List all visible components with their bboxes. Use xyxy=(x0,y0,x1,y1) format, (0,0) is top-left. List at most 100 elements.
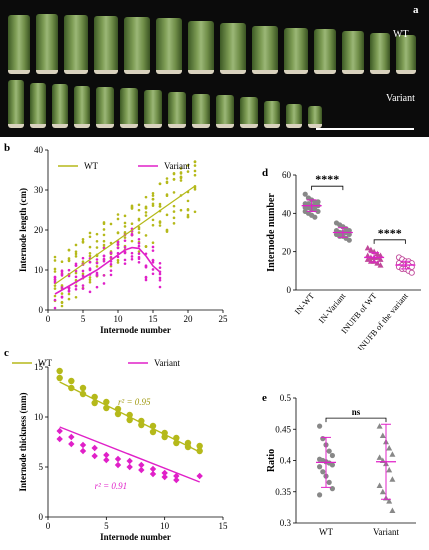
significance-label: **** xyxy=(315,172,339,186)
wt-point xyxy=(116,261,120,264)
significance-bracket xyxy=(311,185,344,191)
wt-point xyxy=(172,178,176,181)
wt-point xyxy=(88,245,92,249)
wt-point xyxy=(130,239,134,243)
wt-point xyxy=(151,223,155,227)
wt-point xyxy=(193,210,197,214)
variant-point xyxy=(137,237,141,241)
panel-label-d: d xyxy=(262,167,269,179)
data-point xyxy=(386,498,393,504)
wt-point xyxy=(158,224,162,227)
wt-point xyxy=(60,292,64,295)
variant-point xyxy=(116,246,120,250)
wt-point xyxy=(116,217,120,221)
data-point xyxy=(315,208,321,215)
legend-label: Variant xyxy=(154,358,180,368)
variant-point xyxy=(130,255,134,258)
wt-point xyxy=(137,250,141,253)
variant-point xyxy=(67,286,71,290)
variant-point xyxy=(95,271,99,275)
wt-fit-line xyxy=(54,185,196,285)
y-tick-label: 40 xyxy=(34,145,44,155)
wt-point xyxy=(102,228,106,231)
variant-point xyxy=(88,260,92,264)
category-label: Variant xyxy=(373,527,399,537)
wt-point xyxy=(165,181,169,185)
internode-segment xyxy=(156,18,182,74)
data-point xyxy=(312,214,318,220)
data-point xyxy=(364,244,371,251)
category-label: IN-Variant xyxy=(316,290,347,325)
variant-point xyxy=(151,268,155,271)
data-point xyxy=(315,199,321,205)
variant-point xyxy=(126,457,133,465)
variant-point xyxy=(60,286,64,289)
variant-point xyxy=(161,473,168,481)
wt-point xyxy=(193,173,197,177)
chart-ratio: 0.3 0.35 0.4 0.45 0.5 Ratio WT Variant ns xyxy=(266,393,416,537)
wt-point xyxy=(137,218,141,222)
wt-point xyxy=(158,202,162,206)
panel-label-a: a xyxy=(413,4,419,16)
wt-point xyxy=(88,276,92,279)
data-point xyxy=(376,482,383,488)
wt-point xyxy=(158,204,162,208)
wt-point xyxy=(67,292,71,296)
internode-segment xyxy=(308,106,322,128)
wt-point xyxy=(186,170,190,173)
significance-bracket xyxy=(325,417,387,423)
data-point xyxy=(364,256,371,262)
variant-point xyxy=(91,452,98,460)
internode-segment xyxy=(192,94,210,128)
y-tick-label: 10 xyxy=(34,412,44,422)
x-tick-label: 0 xyxy=(46,521,51,531)
internode-segment xyxy=(342,31,364,74)
variant-point xyxy=(130,257,134,261)
variant-point xyxy=(123,262,127,265)
wt-point xyxy=(60,301,64,305)
variant-r2-annotation: r² = 0.91 xyxy=(95,481,128,491)
wt-point xyxy=(102,239,106,243)
variant-point xyxy=(60,274,64,277)
internode-segment xyxy=(188,21,214,74)
chart-internode-thickness: 0 5 10 15 0 5 10 15 Internode number Internode th… xyxy=(12,358,228,542)
variant-point xyxy=(102,254,106,258)
x-tick-label: 5 xyxy=(81,314,86,324)
variant-point xyxy=(95,285,99,289)
variant-point xyxy=(103,456,110,464)
variant-point xyxy=(60,295,64,299)
y-tick-label: 20 xyxy=(34,225,44,235)
variant-point xyxy=(158,261,162,265)
wt-point xyxy=(144,214,148,217)
wt-point xyxy=(123,221,127,225)
wt-point xyxy=(123,214,127,218)
chart-internode-length: 0 10 20 30 40 0 5 10 15 20 25 Internode number Inter… xyxy=(18,145,228,335)
internode-segment xyxy=(240,97,258,128)
data-point xyxy=(317,492,323,498)
x-axis-label: Internode number xyxy=(100,532,171,542)
variant-point xyxy=(137,252,141,255)
wt-point xyxy=(91,399,98,407)
variant-point xyxy=(123,245,127,249)
data-point xyxy=(377,256,384,262)
data-point xyxy=(329,486,335,492)
variant-point xyxy=(79,447,87,455)
variant-point xyxy=(173,476,180,484)
data-point xyxy=(377,252,384,258)
data-point xyxy=(320,469,326,475)
wt-point xyxy=(53,255,57,259)
data-point xyxy=(386,466,393,473)
variant-point xyxy=(144,278,148,282)
wt-point xyxy=(95,232,99,236)
variant-point xyxy=(53,298,57,302)
variant-point xyxy=(81,269,85,273)
x-tick-label: 0 xyxy=(46,314,51,324)
internode-segment xyxy=(94,16,118,74)
variant-point xyxy=(137,260,141,264)
data-point xyxy=(320,436,326,442)
wt-point xyxy=(67,297,71,301)
variant-point xyxy=(109,255,113,259)
wt-point xyxy=(130,207,134,210)
variant-point xyxy=(56,435,63,443)
variant-point xyxy=(95,274,99,277)
